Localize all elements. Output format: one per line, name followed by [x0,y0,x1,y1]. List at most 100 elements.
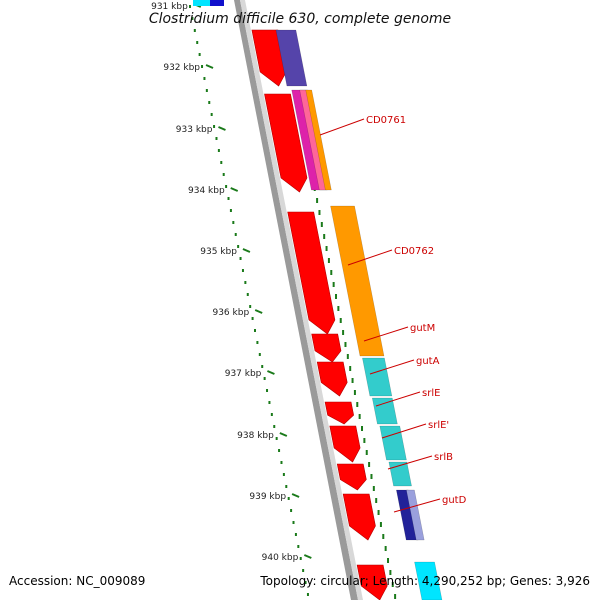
scale-ticks [193,3,312,559]
gene-label: srlB [434,452,453,463]
gene-label: gutM [410,323,435,334]
outer-dash [379,522,382,527]
outer-dash [382,534,385,539]
scale-dot [222,173,225,176]
feature-bar [414,561,443,600]
outer-dash [368,462,371,467]
accession-text: Accession: NC_009089 [9,574,146,588]
scale-dot [217,149,220,152]
scale-dot [249,305,252,308]
outer-dash [346,354,349,359]
outer-dash [344,342,347,347]
gene-label: CD0762 [394,246,434,257]
scale-dot [275,437,278,440]
outer-dash [327,258,330,263]
gene-leader [363,326,409,342]
scale-dot [292,521,295,524]
scale-tick [242,248,251,253]
scale-dot [297,545,300,548]
scale-dot [268,401,271,404]
outer-dash [363,438,366,443]
gene-label: gutD [442,495,467,506]
scale-dot [189,5,191,8]
gene-label: CD0761 [366,115,406,126]
scale-labels: 931 kbp 932 kbp 933 kbp 934 kbp 935 kbp 936 k… [151,2,298,563]
scale-label: 939 kbp [249,492,286,502]
feature-bar [371,397,398,425]
outer-dash [339,318,342,323]
outer-dash [370,474,373,479]
topology-summary: Topology: circular; Length: 4,290,252 bp… [260,574,590,588]
feature-bar [275,29,308,87]
scale-dot [251,317,254,320]
scale-tick [291,493,300,498]
outer-dash [337,306,340,311]
scale-dot [201,65,204,68]
outer-dash [387,558,390,563]
outer-dash [325,246,328,251]
outer-dash [391,582,394,587]
scale-dot [232,221,235,224]
scale-dot [241,269,244,272]
scale-dot [237,245,240,248]
outer-dash [316,198,319,203]
scale-dot [210,113,213,116]
scale-dot [306,593,309,596]
backbone [234,0,363,600]
cds-arrow [264,93,308,193]
gene-leader [381,423,427,439]
feature-bar [305,89,332,191]
outer-dash [365,450,368,455]
gene-leader [393,498,441,513]
gene-label: srlE' [428,420,449,431]
scale-dot [304,581,307,584]
gene-leader [347,249,393,266]
scale-dot [213,125,216,128]
outer-dash [377,510,380,515]
scale-tick [303,554,312,559]
scale-dot [205,89,208,92]
cds-arrow [336,463,367,491]
scale-dot [278,449,281,452]
scale-dot [244,281,247,284]
scale-dot [229,209,232,212]
feature-bar [330,205,385,357]
gene-label: srlE [422,388,440,399]
scale-dot [246,293,249,296]
outer-dash [356,402,359,407]
scale-tick [267,370,275,375]
scale-dot [258,353,261,356]
scale-dot [273,425,276,428]
backbone-edge [240,0,363,600]
outer-dash [394,594,397,599]
outer-dash [372,486,375,491]
outer-dash [358,414,361,419]
scale-dot [225,185,228,188]
outer-dash [384,546,387,551]
scale-dot [196,41,199,44]
scale-dot [282,473,285,476]
gene-leader [375,391,421,407]
scale-label: 932 kbp [163,63,200,73]
cds-arrow [316,361,348,397]
outer-dash [330,270,333,275]
cds-arrow [287,211,336,335]
scale-tick [279,432,288,437]
outer-dash [332,282,335,287]
feature-bar [406,489,425,541]
gene-label: gutA [416,356,440,367]
scale-tick [254,309,263,314]
scale-label: 938 kbp [237,431,274,441]
scale-label: 940 kbp [262,553,299,563]
outer-dash [389,570,392,575]
cds-arrow [356,564,388,600]
feature-labels: CD0761 CD0762 gutM gutA srlE srlE' srlB gutD [319,115,467,513]
outer-dash [351,378,354,383]
cds-arrow [329,425,361,463]
scale-dot [227,197,230,200]
scale-dot [261,365,264,368]
scale-dot [263,377,266,380]
outer-dash [342,330,345,335]
outer-dash [323,234,326,239]
